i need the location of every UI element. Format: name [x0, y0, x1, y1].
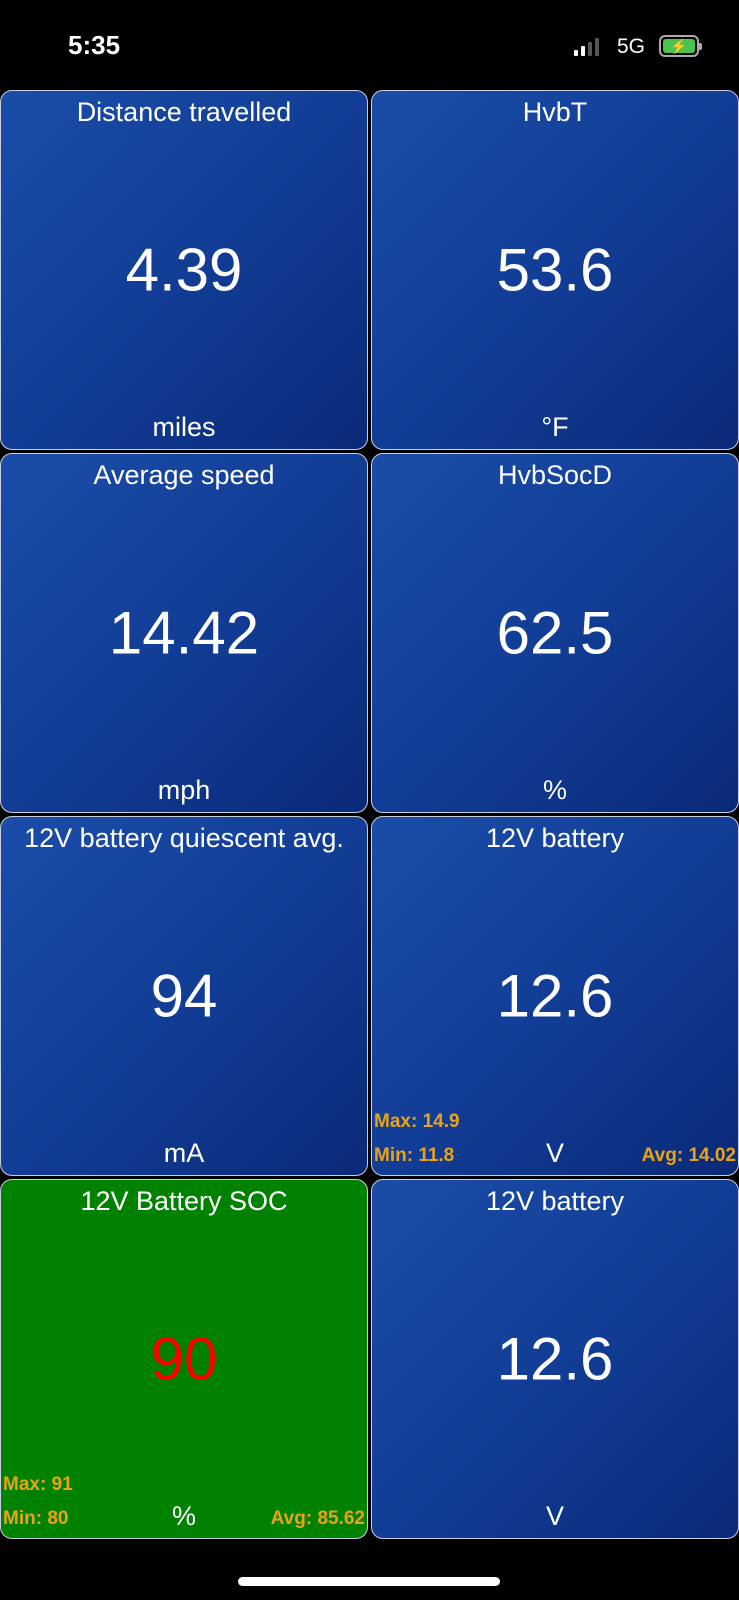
tile-title: 12V Battery SOC [80, 1186, 288, 1216]
network-type: 5G [617, 35, 646, 58]
battery-charging-icon: ⚡ [659, 35, 702, 57]
tile-unit: V [545, 1501, 564, 1531]
signal-icon [574, 38, 599, 56]
tile-unit: V [545, 1138, 564, 1168]
tile-12v-quiescent[interactable]: 12V battery quiescent avg. 94 mA [0, 816, 368, 1176]
tile-value: 94 [150, 962, 218, 1030]
tile-value: 12.6 [496, 1325, 614, 1393]
stat-min: Min: 11.8 [374, 1145, 455, 1166]
clock: 5:35 [68, 30, 121, 60]
tile-12v-battery-2[interactable]: 12V battery 12.6 V [371, 1179, 739, 1539]
tile-value: 53.6 [496, 236, 614, 304]
stat-avg: Avg: 14.02 [641, 1145, 736, 1166]
tile-title: Average speed [93, 460, 275, 490]
tile-value: 14.42 [108, 599, 260, 667]
tile-title: 12V battery [485, 823, 625, 853]
tile-value: 62.5 [496, 599, 614, 667]
gauge-grid: Distance travelled 4.39 miles HvbT 53.6 … [0, 90, 739, 1539]
stat-max: Max: 14.9 [374, 1111, 460, 1132]
tile-distance-travelled[interactable]: Distance travelled 4.39 miles [0, 90, 368, 450]
tile-hvbsocd[interactable]: HvbSocD 62.5 % [371, 453, 739, 813]
tile-unit: mA [163, 1138, 205, 1168]
tile-unit: % [542, 775, 567, 805]
tile-average-speed[interactable]: Average speed 14.42 mph [0, 453, 368, 813]
stat-avg: Avg: 85.62 [270, 1508, 365, 1529]
status-bar: 5:35 5G ⚡ [0, 0, 739, 90]
tile-12v-battery-soc[interactable]: 12V Battery SOC 90 % Max: 91 Min: 80 Avg… [0, 1179, 368, 1539]
tile-unit: miles [152, 412, 216, 442]
tile-value: 4.39 [125, 236, 243, 304]
tile-unit: °F [541, 412, 569, 442]
tile-hvbt[interactable]: HvbT 53.6 °F [371, 90, 739, 450]
tile-title: 12V battery quiescent avg. [24, 823, 344, 853]
tile-value: 90 [150, 1325, 218, 1393]
tile-title: Distance travelled [76, 97, 292, 127]
home-indicator[interactable] [238, 1577, 500, 1586]
tile-title: HvbSocD [497, 460, 613, 490]
tile-unit: mph [157, 775, 211, 805]
tile-12v-battery[interactable]: 12V battery 12.6 V Max: 14.9 Min: 11.8 A… [371, 816, 739, 1176]
tile-title: 12V battery [485, 1186, 625, 1216]
stat-min: Min: 80 [3, 1508, 69, 1529]
tile-value: 12.6 [496, 962, 614, 1030]
stat-max: Max: 91 [3, 1474, 73, 1495]
tile-unit: % [171, 1501, 196, 1531]
tile-title: HvbT [522, 97, 588, 127]
